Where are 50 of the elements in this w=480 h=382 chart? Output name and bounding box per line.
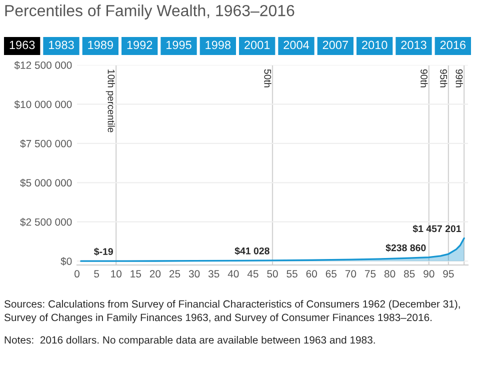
x-tick-label: 70 [345,270,356,278]
text: 1963 [10,40,35,50]
y-tick-label: $10 000 000 [14,100,72,109]
x-tick-label: 65 [326,270,337,278]
x-tick-label: 80 [384,270,396,278]
x-tick-label: 25 [169,270,180,278]
x-tick-label: 55 [286,270,298,278]
text: 1989 [88,40,113,50]
text: 2013 [401,40,426,50]
text: Notes: 2016 dollars. No comparable data are available between 1963 and 1983. [4,336,375,346]
x-tick-label: 50 [267,270,278,278]
x-tick-label: 95 [443,270,454,278]
text: 2004 [284,40,310,50]
x-tick-label: 60 [306,270,317,278]
ref-line-label: 10th percentile [106,70,115,132]
ref-line-label: 95th [440,69,448,88]
text: 2016 [440,40,466,50]
ref-line-label: 50th [264,69,272,88]
text: 1983 [49,40,74,50]
source-note: Sources: Calculations from Survey of Financial Characteristics of Consumers 1962 (December 31), Survey of Changes in Family Finances 1963, and Survey of Consumer Finances 1983–2016. [4,300,460,324]
text: 2010 [362,40,388,50]
y-tick-label: $12 500 000 [14,61,72,70]
data-label: $41 028 [234,247,270,255]
ref-line-label: 90th [420,69,428,88]
x-tick-label: 90 [424,270,434,278]
ref-line-label: 99th [456,69,463,88]
x-tick-label: 20 [150,270,161,278]
x-tick-label: 40 [228,270,239,278]
x-tick-label: 0 [74,270,80,278]
text: 1995 [166,40,192,50]
x-tick-label: 35 [208,270,220,278]
y-tick-label: $2 500 000 [20,218,72,226]
text: 1998 [206,40,231,50]
chart-title: Percentiles of Family Wealth, 1963–2016 [5,4,294,20]
y-tick-label: $5 000 000 [20,178,72,188]
x-tick-label: 85 [404,270,415,278]
data-label: $-19 [94,248,113,256]
text: 2007 [322,40,348,50]
x-tick-label: 15 [130,270,142,278]
text: 1992 [127,40,152,50]
y-tick-label: $7 500 000 [20,139,72,148]
data-label: $238 860 [386,244,426,252]
x-tick-label: 30 [188,270,200,278]
x-tick-label: 75 [364,270,376,278]
x-tick-label: 45 [247,270,258,278]
y-tick-label: $0 [60,257,72,266]
text: 2001 [244,40,270,50]
data-label: $1 457 201 [412,224,462,233]
x-tick-label: 5 [94,270,100,278]
x-tick-label: 10 [111,270,122,278]
